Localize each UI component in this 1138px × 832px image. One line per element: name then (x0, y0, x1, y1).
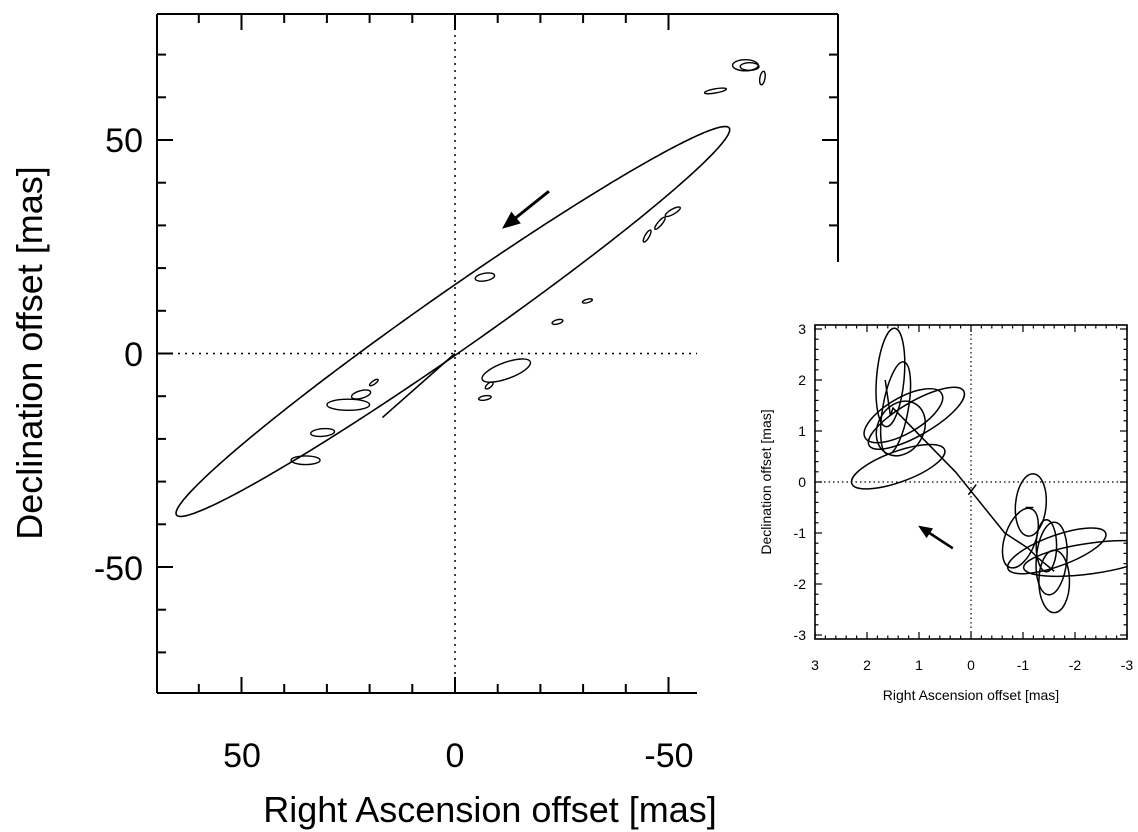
inset-error-ellipse (867, 386, 966, 450)
main-error-ellipse (703, 87, 728, 95)
main-ytick-label-neg50: -50 (94, 550, 143, 588)
main-xtick-label-neg50: -50 (644, 737, 693, 775)
inset-xtick-label: 2 (863, 657, 871, 673)
main-error-ellipse (310, 427, 336, 438)
inset-tick-marks (814, 325, 1128, 639)
main-tick-marks (157, 14, 838, 693)
inset-xtick-label: 1 (915, 657, 923, 673)
inset-xtick-label: 3 (811, 657, 819, 673)
main-error-ellipse (350, 389, 372, 400)
main-xtick-label-50: 50 (223, 737, 261, 775)
main-error-ellipse (477, 394, 492, 401)
main-axes-frame (156, 13, 839, 694)
main-error-ellipse (758, 70, 766, 86)
main-node-segment (381, 352, 456, 419)
inset-ytick-label: 0 (798, 474, 806, 490)
main-zero-lines (157, 14, 697, 693)
inset-error-ellipse (863, 387, 944, 444)
main-error-ellipse (474, 272, 496, 282)
main-error-ellipse (551, 318, 564, 326)
main-xtick-label-0: 0 (446, 737, 465, 775)
main-ytick-label-50: 50 (105, 122, 143, 160)
inset-x-axis-label: Right Ascension offset [mas] (883, 687, 1059, 703)
main-ytick-label-0: 0 (124, 336, 143, 374)
main-orbit-chart: 50 0 -50 50 0 -50 Right Ascension offset… (9, 13, 839, 830)
main-orbit-curve (175, 125, 731, 518)
inset-extra-segment (967, 484, 977, 496)
inset-xtick-label: -2 (1069, 657, 1082, 673)
main-x-axis-label: Right Ascension offset [mas] (263, 789, 717, 830)
main-error-ellipse (368, 378, 379, 387)
inset-error-ellipse (1014, 473, 1048, 537)
main-error-ellipse (664, 206, 681, 218)
main-error-ellipse (654, 216, 666, 231)
inset-ytick-label: 1 (798, 423, 806, 439)
inset-xtick-label: 0 (967, 657, 975, 673)
inset-ytick-label: 3 (798, 321, 806, 337)
inset-error-ellipse (850, 443, 946, 490)
inset-ytick-label: -1 (794, 525, 807, 541)
main-error-ellipse (581, 298, 594, 304)
inset-error-ellipse (875, 400, 927, 457)
inset-zero-lines (815, 325, 1127, 639)
main-error-ellipse (731, 59, 759, 72)
main-direction-arrow-head (502, 211, 521, 229)
main-error-ellipse (481, 358, 532, 383)
main-error-ellipse (484, 381, 494, 390)
inset-xtick-label: -3 (1121, 657, 1134, 673)
inset-xtick-label: -1 (1017, 657, 1030, 673)
inset-y-axis-label: Declination offset [mas] (758, 409, 774, 554)
inset-ytick-label: -3 (794, 627, 807, 643)
main-y-axis-label: Declination offset [mas] (9, 166, 50, 540)
inset-error-ellipse (1038, 549, 1071, 614)
main-data-layer (175, 59, 766, 518)
main-error-ellipse (290, 455, 321, 466)
inset-direction-arrow-head (918, 525, 934, 539)
inset-error-ellipse (1035, 519, 1058, 573)
inset-error-ellipse (1006, 527, 1107, 575)
inset-ytick-label: 2 (798, 372, 806, 388)
main-error-ellipse (642, 229, 652, 243)
main-error-ellipse (739, 62, 760, 72)
inset-error-ellipse (1022, 539, 1127, 578)
inset-error-ellipse (875, 327, 906, 428)
inset-ytick-label: -2 (794, 576, 807, 592)
inset-data-layer (850, 327, 1127, 614)
main-error-ellipse (326, 398, 371, 411)
